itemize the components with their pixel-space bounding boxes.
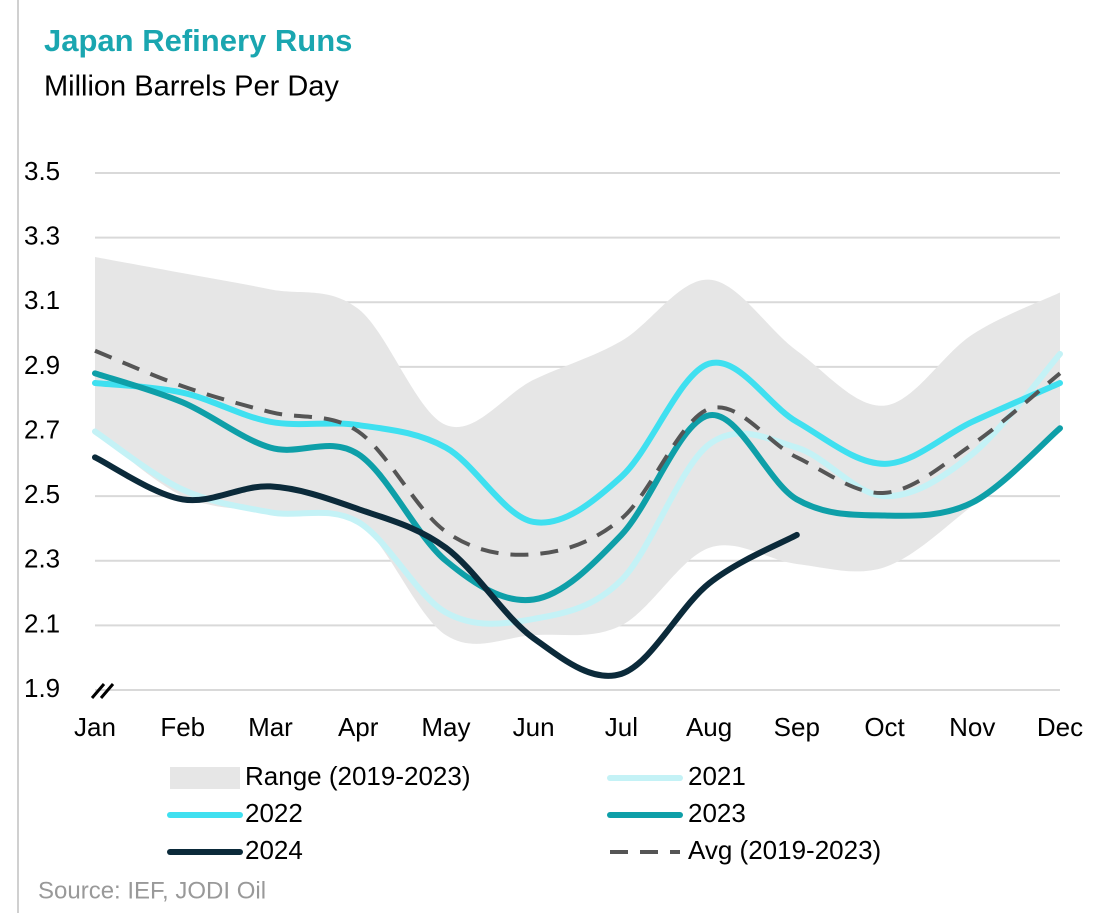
source: Source: IEF, JODI Oil <box>38 877 266 904</box>
x-tick-label: Apr <box>338 712 379 742</box>
x-tick-label: Jan <box>74 712 116 742</box>
x-tick-label: Jun <box>513 712 555 742</box>
legend-swatch <box>170 767 240 789</box>
series-line <box>92 370 1063 604</box>
y-tick-label: 3.3 <box>24 221 60 251</box>
x-tick-label: Dec <box>1037 712 1083 742</box>
legend-label: 2022 <box>245 798 303 828</box>
x-tick-label: Oct <box>864 712 905 742</box>
axis-break <box>90 683 115 699</box>
chart-title: Japan Refinery Runs <box>44 23 352 58</box>
range-band <box>95 257 1060 644</box>
legend-label: Avg (2019-2023) <box>688 835 881 865</box>
series-line <box>94 348 1062 557</box>
y-tick-label: 1.9 <box>24 673 60 703</box>
x-tick-label: Mar <box>248 712 293 742</box>
legend-label: 2024 <box>245 835 303 865</box>
series-line <box>92 350 1063 627</box>
legend-label: 2021 <box>688 761 746 791</box>
y-tick-label: 2.5 <box>24 479 60 509</box>
y-tick-label: 3.5 <box>24 156 60 186</box>
x-tick-label: Nov <box>949 712 995 742</box>
x-tick-label: May <box>421 712 470 742</box>
y-tick-label: 2.1 <box>24 608 60 638</box>
x-tick-label: Feb <box>160 712 205 742</box>
legend-label: Range (2019-2023) <box>245 761 471 791</box>
plot: 1.9 2.1 2.3 2.5 2.7 2.9 3.1 3.3 3.5 Jan Feb Mar Apr M… <box>24 156 1083 865</box>
y-tick-label: 2.7 <box>24 414 60 444</box>
legend-label: 2023 <box>688 798 746 828</box>
chart-subtitle: Million Barrels Per Day <box>44 71 339 103</box>
series-line <box>92 359 1063 526</box>
series-line <box>92 454 800 679</box>
y-tick-label: 2.3 <box>24 544 60 574</box>
y-tick-label: 3.1 <box>24 285 60 315</box>
x-tick-label: Aug <box>686 712 732 742</box>
x-tick-label: Sep <box>774 712 820 742</box>
y-tick-label: 2.9 <box>24 350 60 380</box>
x-tick-label: Jul <box>605 712 638 742</box>
